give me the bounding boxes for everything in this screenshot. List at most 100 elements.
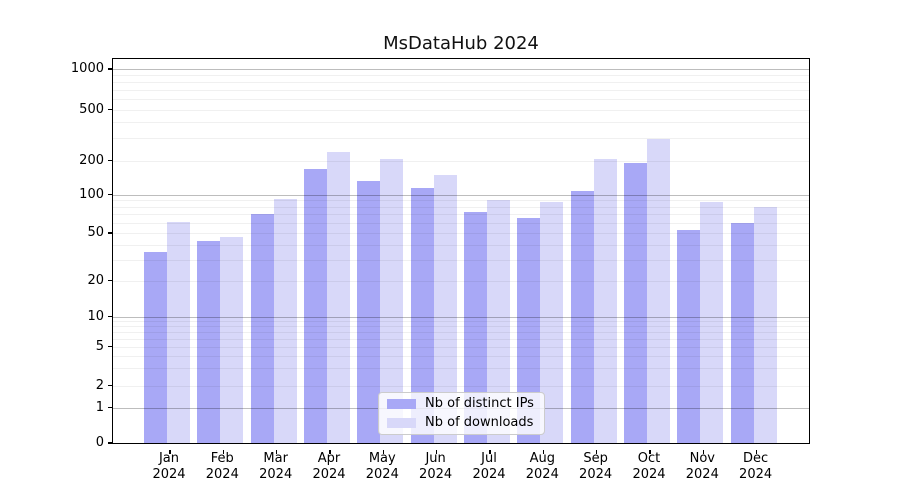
legend-swatch-distinct-ips bbox=[387, 399, 416, 409]
gridline-minor bbox=[113, 280, 809, 282]
gridline-minor bbox=[113, 89, 809, 91]
legend-item-distinct-ips: Nb of distinct IPs bbox=[387, 396, 536, 412]
y-tick-mark bbox=[108, 159, 112, 162]
y-tick-label-20: 20 bbox=[87, 272, 104, 288]
bar-distinct-ips-jun bbox=[410, 188, 434, 443]
x-tick-mark bbox=[542, 450, 544, 454]
y-tick-label-500: 500 bbox=[79, 101, 104, 117]
x-tick-mark bbox=[169, 450, 171, 454]
x-tick-label-sep: Sep 2024 bbox=[579, 451, 613, 482]
gridline-major-100 bbox=[113, 194, 809, 196]
y-tick-label-5: 5 bbox=[95, 338, 104, 354]
bar-downloads-sep bbox=[593, 158, 617, 443]
x-tick-mark bbox=[595, 450, 598, 454]
x-tick-label-aug: Aug 2024 bbox=[525, 451, 559, 482]
y-tick-label-50: 50 bbox=[87, 225, 104, 240]
y-tick-label-1: 1 bbox=[95, 399, 104, 415]
x-tick-label-jan: Jan 2024 bbox=[152, 451, 186, 482]
legend-label-downloads: Nb of downloads bbox=[425, 415, 534, 430]
gridline-minor bbox=[113, 321, 809, 323]
gridline-minor bbox=[113, 356, 809, 357]
gridline-minor bbox=[113, 222, 809, 224]
x-tick-mark bbox=[489, 450, 491, 454]
y-tick-mark bbox=[108, 406, 112, 409]
bar-distinct-ips-nov bbox=[677, 229, 701, 443]
gridline-minor bbox=[113, 121, 809, 123]
y-tick-label-200: 200 bbox=[79, 152, 104, 168]
x-tick-mark bbox=[649, 450, 651, 454]
bar-distinct-ips-apr bbox=[304, 168, 327, 443]
legend-label-distinct-ips: Nb of distinct IPs bbox=[425, 396, 534, 411]
y-tick-mark bbox=[108, 442, 112, 444]
gridline-minor bbox=[113, 233, 809, 234]
x-tick-label-may: May 2024 bbox=[365, 451, 399, 482]
bar-distinct-ips-jul bbox=[464, 212, 487, 443]
y-axis-labels: 0 1 2 5 10 20 50 100 200 500 1000 bbox=[0, 58, 104, 450]
grid-layer bbox=[113, 59, 809, 443]
x-tick-label-feb: Feb 2024 bbox=[205, 451, 239, 482]
bar-downloads-jul bbox=[487, 200, 510, 443]
bar-downloads-jun bbox=[433, 174, 457, 443]
gridline-minor bbox=[113, 160, 809, 162]
gridline-minor bbox=[113, 326, 809, 328]
gridline-minor bbox=[113, 331, 809, 333]
x-tick-label-jun: Jun 2024 bbox=[419, 451, 453, 482]
y-tick-mark bbox=[108, 384, 112, 387]
legend-swatch-downloads bbox=[387, 418, 416, 428]
y-tick-label-10: 10 bbox=[87, 308, 104, 324]
bar-downloads-mar bbox=[273, 198, 297, 443]
x-tick-mark bbox=[755, 450, 758, 454]
bar-distinct-ips-mar bbox=[250, 213, 274, 443]
y-tick-mark bbox=[108, 232, 112, 234]
bar-distinct-ips-jan bbox=[144, 251, 167, 443]
gridline-minor bbox=[113, 368, 809, 370]
gridline-minor bbox=[113, 137, 809, 139]
y-tick-mark bbox=[108, 108, 112, 111]
x-tick-label-apr: Apr 2024 bbox=[312, 451, 346, 482]
gridline-minor bbox=[113, 259, 809, 261]
chart-title: MsDataHub 2024 bbox=[383, 33, 539, 54]
bar-downloads-oct bbox=[647, 139, 670, 443]
gridline-minor bbox=[113, 82, 809, 83]
x-tick-label-mar: Mar 2024 bbox=[259, 451, 293, 482]
bar-downloads-jan bbox=[167, 222, 190, 443]
x-tick-mark bbox=[329, 450, 331, 454]
gridline-minor bbox=[113, 200, 809, 202]
plot-area: Nb of distinct IPs Nb of downloads bbox=[108, 58, 810, 454]
y-tick-mark bbox=[108, 345, 112, 348]
gridline-minor bbox=[113, 385, 809, 387]
bar-downloads-aug bbox=[540, 201, 564, 443]
y-tick-label-0: 0 bbox=[95, 435, 104, 450]
x-tick-label-oct: Oct 2024 bbox=[632, 451, 666, 482]
gridline-minor bbox=[113, 338, 809, 340]
x-tick-label-jul: Jul 2024 bbox=[472, 451, 506, 482]
x-tick-mark bbox=[702, 450, 704, 454]
legend: Nb of distinct IPs Nb of downloads bbox=[378, 392, 545, 435]
gridline-minor bbox=[113, 75, 809, 77]
bar-distinct-ips-sep bbox=[570, 190, 594, 443]
bar-downloads-may bbox=[380, 159, 404, 443]
bar-distinct-ips-oct bbox=[624, 162, 647, 443]
x-tick-mark bbox=[276, 450, 278, 454]
y-tick-label-2: 2 bbox=[95, 377, 104, 393]
bars-layer bbox=[113, 59, 809, 443]
x-tick-mark bbox=[382, 450, 384, 454]
bar-distinct-ips-dec bbox=[730, 222, 754, 443]
y-tick-mark bbox=[108, 193, 112, 196]
bar-distinct-ips-feb bbox=[197, 240, 221, 443]
y-tick-label-100: 100 bbox=[79, 186, 104, 202]
legend-item-downloads: Nb of downloads bbox=[387, 415, 536, 431]
x-axis-labels: Jan 2024 Feb 2024 Mar 2024 Apr 2024 May 2024… bbox=[112, 451, 810, 491]
bar-downloads-dec bbox=[753, 206, 777, 443]
gridline-minor bbox=[113, 346, 809, 348]
bar-distinct-ips-aug bbox=[517, 218, 541, 443]
gridline-minor bbox=[113, 98, 809, 100]
bar-distinct-ips-may bbox=[357, 181, 381, 443]
tick-marks-layer bbox=[108, 58, 816, 454]
x-tick-label-dec: Dec 2024 bbox=[739, 451, 773, 482]
y-tick-label-1000: 1000 bbox=[70, 61, 104, 76]
bar-downloads-apr bbox=[327, 152, 350, 443]
x-tick-mark bbox=[222, 450, 224, 454]
y-tick-mark bbox=[108, 315, 112, 318]
